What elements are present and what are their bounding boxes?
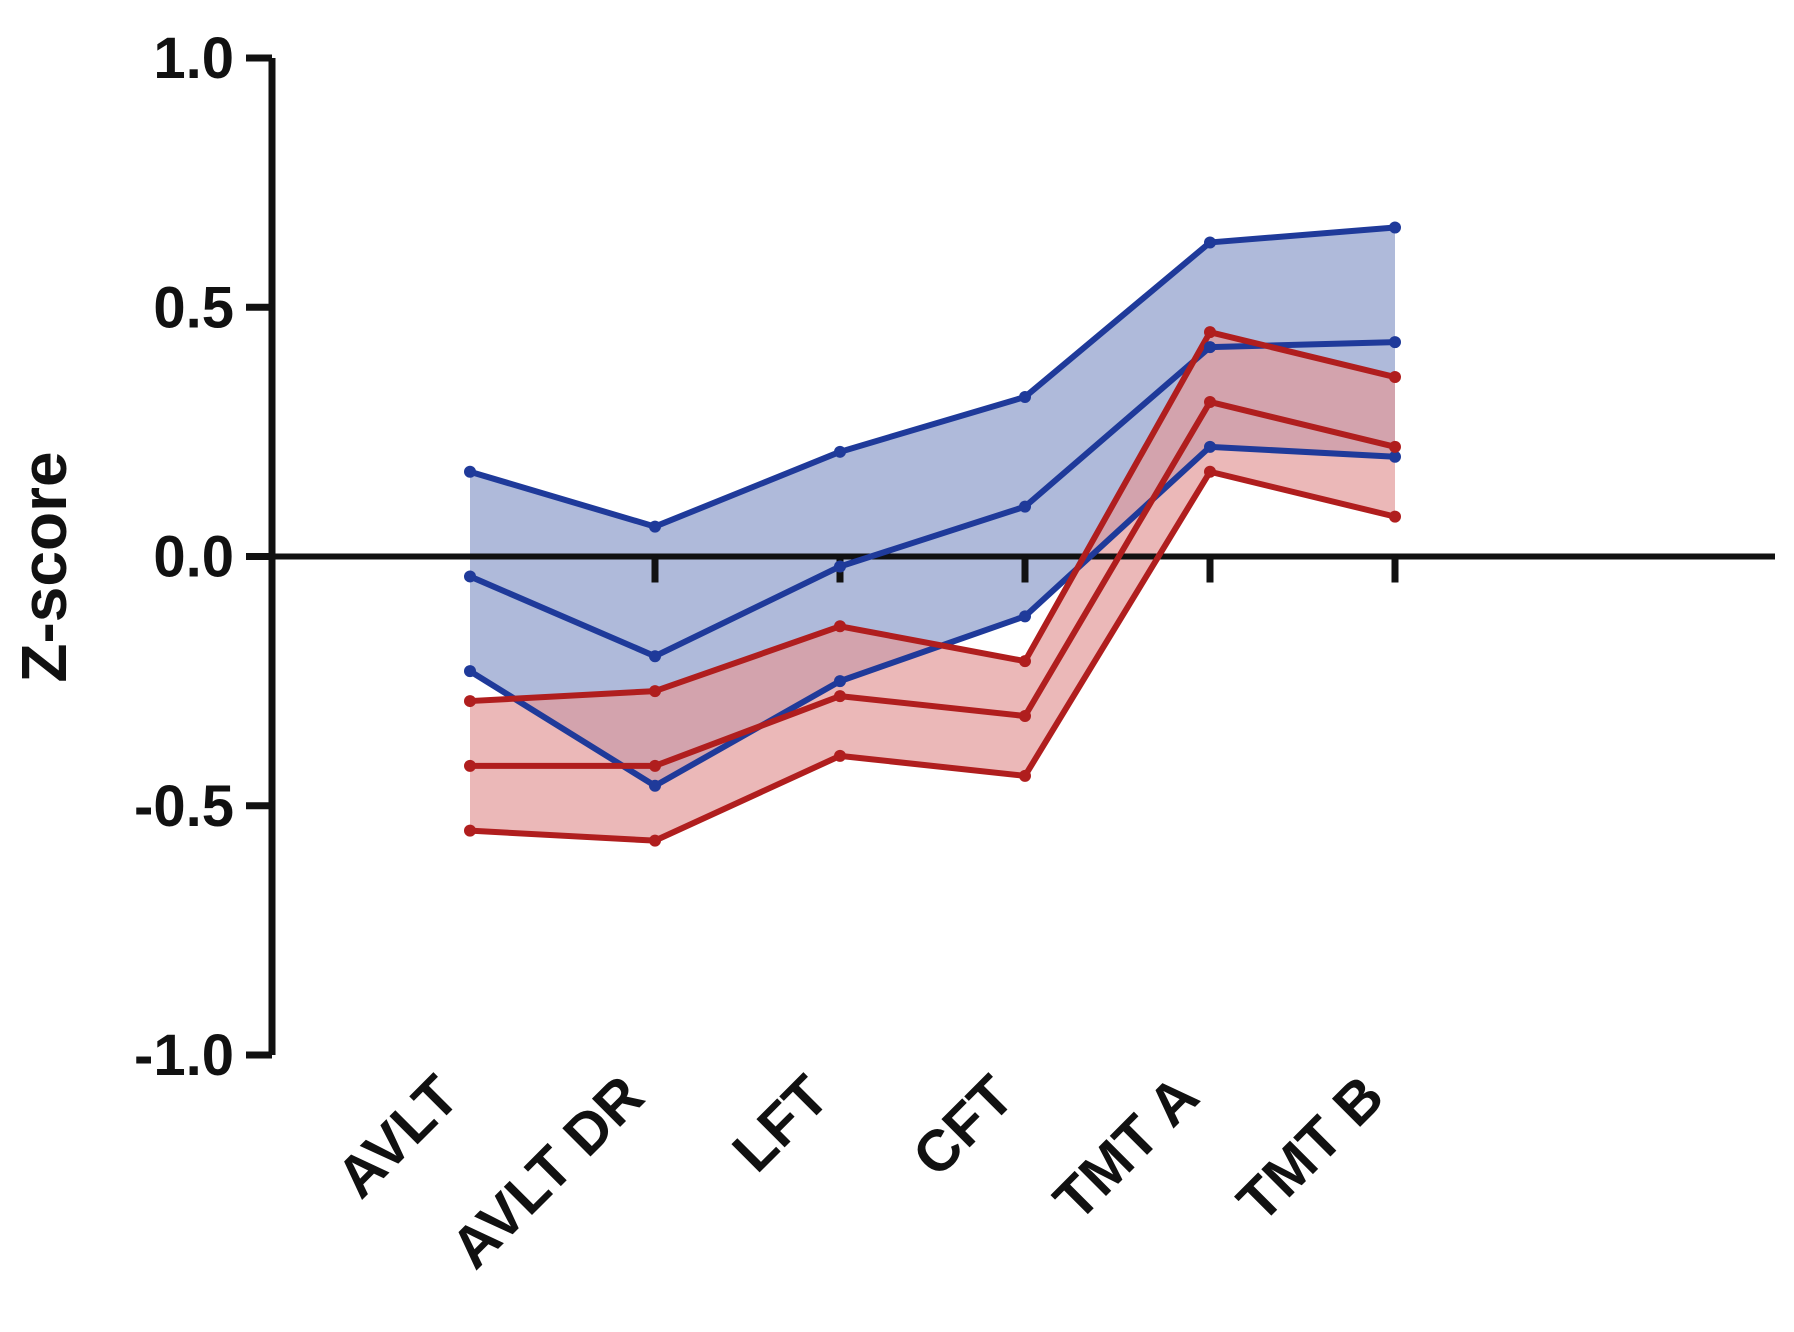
series-0-mean-point <box>464 570 476 583</box>
series-0-lower-point <box>834 675 846 688</box>
series-1-upper-point <box>834 620 846 633</box>
y-tick-label: 0.0 <box>153 525 234 590</box>
y-axis-ticks: 1.0 0.5 0.0 -0.5 -1.0 <box>134 26 272 1088</box>
x-category-label: TMT A <box>1041 1063 1211 1233</box>
series-0-upper-point <box>834 445 846 458</box>
series-1-upper-line <box>467 329 1398 705</box>
series-1-lower-point <box>649 834 661 847</box>
series-1-lower-point <box>1389 510 1401 523</box>
series-0-mean-point <box>1204 341 1216 354</box>
series-1-upper-point <box>1019 655 1031 668</box>
series-1-lower-point <box>1019 769 1031 782</box>
series-0-mean-line <box>467 339 1398 660</box>
y-axis-title: Z-score <box>8 451 80 682</box>
series-1-lower-point <box>834 749 846 762</box>
series-1-upper-point <box>464 695 476 708</box>
series-1-upper-point <box>649 685 661 698</box>
series-0-mean-point <box>1019 500 1031 513</box>
series-0-lower-point <box>464 665 476 678</box>
series-0-upper-line <box>467 224 1398 530</box>
y-tick-label: -0.5 <box>134 774 234 839</box>
series-0-mean-point <box>649 650 661 663</box>
series-0-upper-point <box>1204 236 1216 249</box>
series-0-mean-point <box>1389 336 1401 349</box>
series-0-lower-point <box>1019 610 1031 623</box>
y-tick-label: -1.0 <box>134 1023 234 1088</box>
series-0-lower-point <box>1389 450 1401 463</box>
series-0-upper-point <box>1019 390 1031 403</box>
series-1-mean-point <box>1389 440 1401 453</box>
series-0-upper-point <box>1389 221 1401 234</box>
series-1-mean-point <box>649 759 661 772</box>
x-category-label: TMT B <box>1225 1063 1396 1234</box>
series-0-upper-point <box>649 520 661 533</box>
series-1-mean-point <box>1204 395 1216 408</box>
series-0-lower-point <box>1204 440 1216 453</box>
series-1-lower-point <box>1204 465 1216 478</box>
x-category-label: AVLT DR <box>439 1063 657 1281</box>
y-tick-label: 0.5 <box>153 275 234 340</box>
x-category-label: LFT <box>720 1063 841 1184</box>
series-1-upper-point <box>1204 326 1216 339</box>
confidence-bands <box>470 227 1395 841</box>
series-0-lower-point <box>649 779 661 792</box>
series-points <box>464 221 1401 847</box>
series-1-upper-point <box>1389 371 1401 384</box>
x-category-label: CFT <box>901 1063 1027 1189</box>
y-tick-label: 1.0 <box>153 26 234 91</box>
series-1-lower-line <box>467 468 1398 844</box>
series-1-mean-point <box>834 690 846 703</box>
series-1-mean-point <box>1019 710 1031 723</box>
series-1-mean-line <box>467 398 1398 769</box>
series-0-mean-point <box>834 560 846 573</box>
series-1-band <box>470 332 1395 841</box>
series-0-band <box>470 227 1395 786</box>
x-category-label: AVLT <box>324 1063 471 1210</box>
series-1-mean-point <box>464 759 476 772</box>
series-0-upper-point <box>464 465 476 478</box>
series-lines <box>467 224 1398 844</box>
series-1-lower-point <box>464 824 476 837</box>
